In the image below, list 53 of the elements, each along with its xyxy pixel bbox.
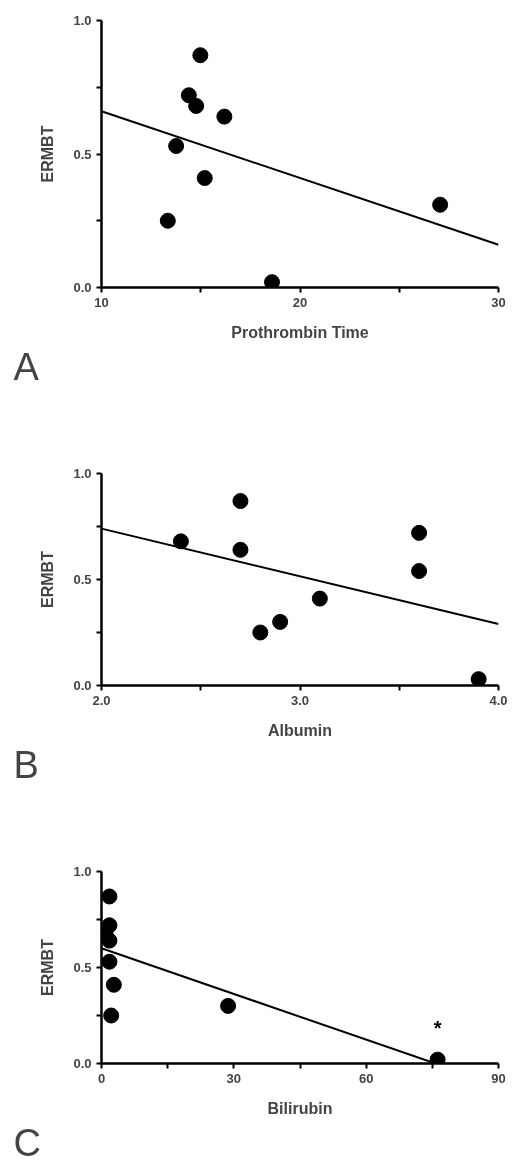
point bbox=[172, 533, 189, 550]
x-tick-label: 20 bbox=[292, 294, 308, 310]
x-axis-title: Albumin bbox=[268, 721, 332, 739]
x-tick-label: 4.0 bbox=[489, 692, 508, 708]
point bbox=[188, 97, 205, 114]
y-tick-label: 1.0 bbox=[73, 864, 92, 879]
x-tick-label: 90 bbox=[491, 1070, 506, 1086]
point bbox=[105, 976, 122, 993]
text: A bbox=[13, 345, 40, 388]
y-axis-title: ERMBT bbox=[39, 550, 57, 608]
point bbox=[168, 138, 185, 154]
y-tick-label: 0.5 bbox=[73, 960, 92, 975]
point bbox=[101, 888, 118, 905]
point bbox=[180, 87, 197, 104]
y-axis-title: ERMBT bbox=[39, 938, 57, 996]
point bbox=[220, 997, 237, 1014]
x-tick-label: 30 bbox=[226, 1070, 242, 1086]
y-tick-label: 0.5 bbox=[73, 572, 92, 587]
point bbox=[216, 108, 233, 125]
x-axis-title: Prothrombin Time bbox=[231, 323, 369, 341]
point bbox=[232, 541, 249, 558]
point bbox=[196, 170, 213, 187]
text: C bbox=[13, 1121, 41, 1163]
point bbox=[192, 47, 209, 64]
point bbox=[264, 274, 281, 288]
point bbox=[252, 624, 269, 641]
point bbox=[411, 563, 428, 580]
point bbox=[432, 196, 449, 213]
point bbox=[101, 932, 118, 949]
x-tick-label: 2.0 bbox=[92, 692, 111, 708]
x-tick-label: 10 bbox=[94, 294, 109, 310]
x-tick-label: 0 bbox=[97, 1070, 106, 1086]
point bbox=[411, 524, 428, 541]
x-tick-label: 60 bbox=[358, 1070, 374, 1086]
point bbox=[311, 590, 328, 607]
y-tick-label: 0.0 bbox=[73, 1056, 92, 1071]
point bbox=[101, 953, 118, 970]
y-tick-label: 0.0 bbox=[73, 280, 92, 295]
y-tick-label: 0.0 bbox=[73, 678, 92, 693]
annotation: * bbox=[433, 1016, 442, 1039]
point bbox=[103, 1007, 120, 1024]
y-tick-label: 1.0 bbox=[73, 466, 92, 481]
y-tick-label: 1.0 bbox=[73, 13, 92, 28]
y-tick-label: 0.5 bbox=[73, 146, 92, 162]
x-tick-label: 3.0 bbox=[290, 692, 310, 708]
point bbox=[272, 613, 289, 630]
y-axis-title: ERMBT bbox=[39, 125, 57, 183]
point bbox=[470, 671, 487, 686]
point bbox=[232, 493, 249, 510]
point bbox=[159, 212, 176, 229]
x-tick-label: 30 bbox=[491, 294, 506, 310]
text: B bbox=[13, 743, 39, 786]
x-axis-title: Bilirubin bbox=[267, 1099, 333, 1117]
